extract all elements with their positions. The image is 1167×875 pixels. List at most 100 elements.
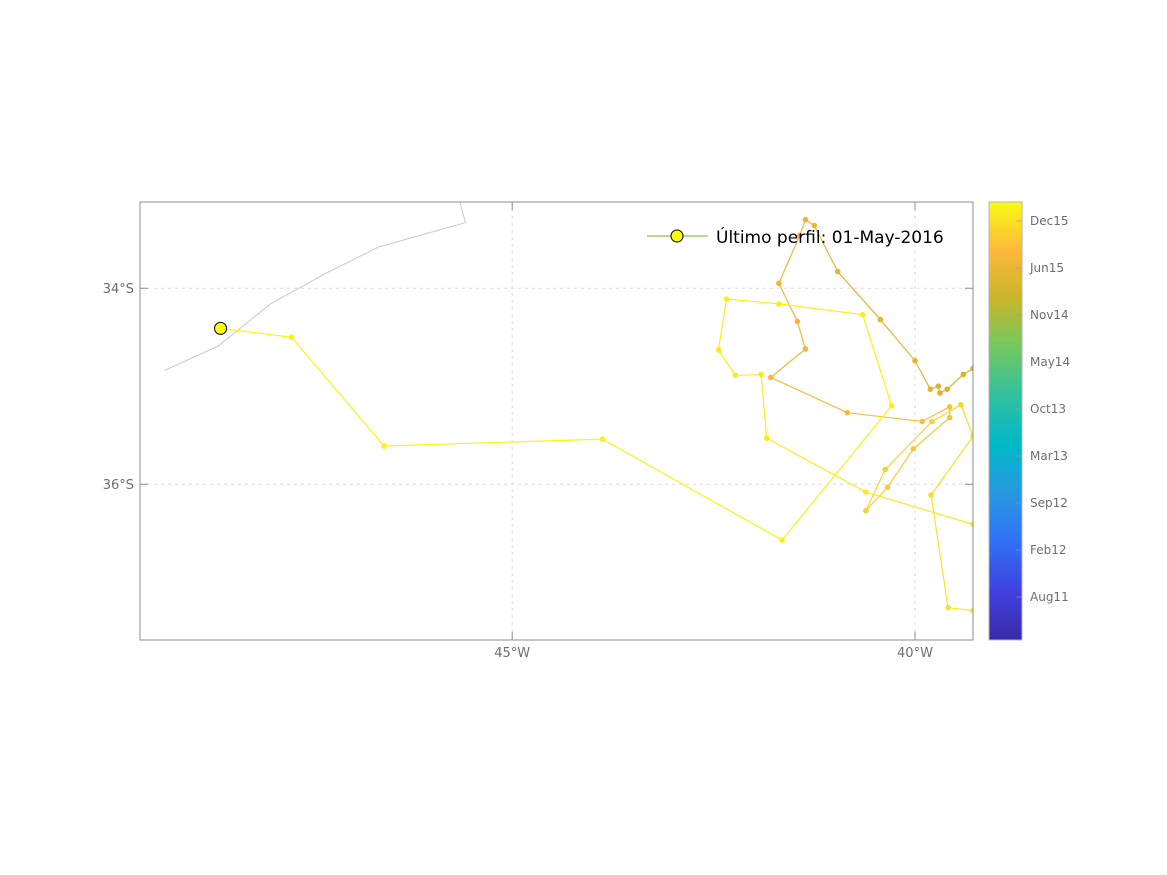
- axis-ticks: 45°W 40°W 34°S 36°S: [103, 202, 973, 661]
- track-segment: [778, 235, 801, 284]
- profile-point: [779, 537, 785, 543]
- track-segment: [921, 406, 950, 423]
- track-segment: [879, 319, 916, 362]
- profile-point: [970, 433, 973, 439]
- profile-point: [863, 507, 869, 514]
- track-segment: [726, 298, 779, 305]
- colorbar-tick-label: May14: [1030, 355, 1070, 369]
- profile-point: [715, 347, 722, 353]
- profile-point: [834, 268, 841, 275]
- profile-point: [767, 374, 774, 381]
- track-segment: [960, 404, 973, 437]
- plot-area: [163, 202, 973, 614]
- track-segment: [912, 417, 951, 450]
- legend: Último perfil: 01-May-2016: [647, 226, 944, 248]
- track-segment: [220, 327, 292, 338]
- track-segment: [770, 348, 806, 378]
- legend-label: Último perfil: 01-May-2016: [716, 226, 944, 248]
- profile-point: [776, 301, 782, 307]
- last-profile-marker: [214, 321, 228, 335]
- track-segment: [602, 438, 783, 541]
- profile-point: [888, 403, 895, 409]
- profile-point: [946, 403, 953, 410]
- track-segment: [884, 421, 933, 470]
- track-segment: [847, 412, 923, 423]
- y-tick-label: 36°S: [103, 478, 134, 493]
- profile-point: [802, 346, 809, 352]
- track-segment: [796, 321, 807, 350]
- profile-point: [960, 371, 967, 378]
- profile-point: [927, 386, 934, 392]
- profile-point: [970, 521, 973, 528]
- legend-marker: [670, 229, 684, 243]
- track-segment: [865, 486, 889, 512]
- colorbar-tick-label: Mar13: [1030, 449, 1068, 463]
- track-segment: [946, 374, 964, 390]
- profile-point: [946, 414, 953, 421]
- profile-point: [863, 489, 869, 495]
- profile-point: [944, 386, 951, 392]
- track-segment: [865, 491, 973, 525]
- colorbar: Dec15 Jun15 Nov14 May14 Oct13 Mar13 Sep12 Feb12…: [988, 201, 1070, 641]
- profile-point: [811, 222, 818, 229]
- profile-point: [884, 484, 891, 490]
- profile-point: [288, 334, 295, 341]
- colorbar-tick-label: Nov14: [1030, 308, 1069, 322]
- track-segment: [931, 404, 962, 423]
- track-segment: [290, 336, 385, 447]
- profile-point: [844, 409, 851, 416]
- track-segment: [781, 405, 893, 541]
- track-segment: [947, 607, 973, 612]
- track-segment: [914, 360, 931, 390]
- colorbar-gradient: [988, 201, 1023, 641]
- track-segment: [930, 435, 973, 496]
- track-segment: [717, 349, 736, 376]
- track-segment: [384, 438, 603, 447]
- track-segment: [760, 374, 768, 439]
- x-tick-label: 40°W: [897, 646, 933, 661]
- profile-point: [928, 492, 934, 498]
- profile-point: [910, 446, 917, 452]
- profile-point: [970, 607, 973, 614]
- track-segment: [778, 303, 863, 316]
- profile-point: [763, 435, 770, 441]
- colorbar-tick-label: Jun15: [1029, 261, 1064, 275]
- profile-point: [776, 280, 782, 287]
- track-segment: [735, 373, 762, 377]
- profile-point: [970, 365, 973, 372]
- profile-point: [381, 443, 387, 449]
- profile-point: [945, 604, 951, 611]
- profile-point: [802, 216, 809, 223]
- coastline: [163, 202, 467, 371]
- track-segment: [837, 271, 881, 320]
- track-segment: [766, 437, 867, 493]
- profile-point: [929, 418, 935, 425]
- profile-point: [732, 372, 739, 379]
- y-tick-label: 34°S: [103, 282, 134, 297]
- track-segment: [778, 283, 798, 322]
- track-segment: [930, 494, 949, 608]
- track-segment: [887, 448, 914, 488]
- profile-point: [758, 371, 764, 378]
- colorbar-tick-label: Aug11: [1030, 590, 1069, 604]
- profile-point: [723, 296, 730, 302]
- x-tick-label: 45°W: [494, 646, 530, 661]
- axes-box: [139, 201, 974, 641]
- colorbar-tick-label: Sep12: [1030, 496, 1068, 510]
- profile-point: [935, 383, 942, 390]
- profile-point: [912, 357, 918, 364]
- track-segment: [813, 225, 839, 272]
- profile-point: [859, 311, 866, 318]
- track-segment: [862, 314, 893, 406]
- colorbar-tick-label: Dec15: [1030, 214, 1069, 228]
- colorbar-tick-label: Feb12: [1030, 543, 1067, 557]
- profile-point: [937, 390, 943, 396]
- profile-point: [882, 466, 888, 473]
- axes-background: [140, 202, 973, 640]
- colorbar-tick-label: Oct13: [1030, 402, 1066, 416]
- profile-point: [877, 316, 884, 323]
- track-segment: [717, 298, 728, 351]
- profile-point: [958, 402, 964, 408]
